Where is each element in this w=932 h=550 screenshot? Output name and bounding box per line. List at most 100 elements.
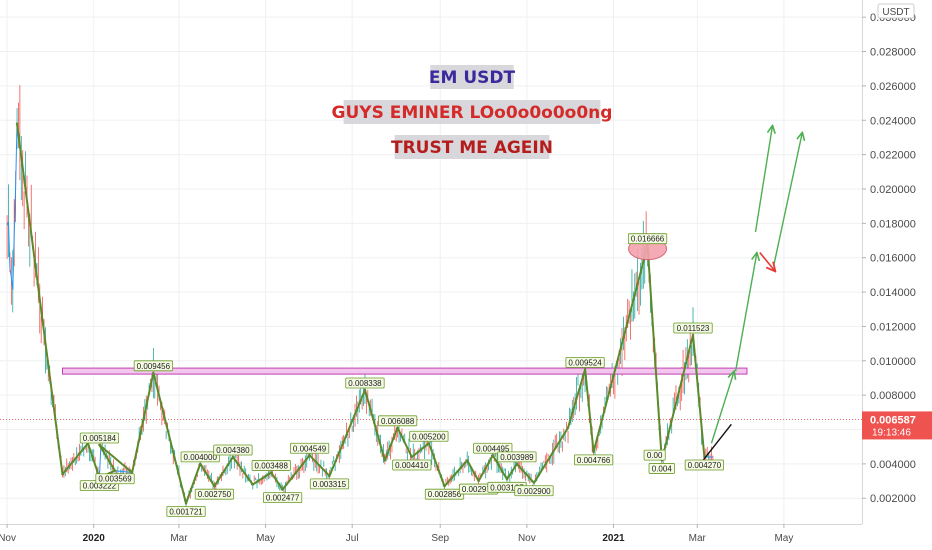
pivot-label-box (180, 451, 220, 463)
chart-annotations: EM USDT GUYS EMINER LOo0o0o0o0ng TRUST ME … (332, 65, 612, 159)
price-axis[interactable]: 0.0020000.0040000.0060000.0080000.010000… (862, 0, 932, 550)
zigzag-point (410, 455, 414, 459)
pivot-label-box (565, 356, 605, 368)
pivot-label-text: 0.003989 (500, 453, 534, 462)
pivot-label-box (289, 442, 330, 454)
currency-tag[interactable]: USDT (877, 3, 915, 19)
time-tick-label: May (774, 533, 793, 544)
pivot-label: 0.009456 (133, 360, 173, 372)
zigzag-point (466, 459, 469, 462)
pivot-label-box (684, 459, 724, 471)
pivot-label-text: 0.011523 (677, 324, 710, 333)
annotation-text: EM USDT (429, 68, 516, 88)
zigzag-point (427, 442, 431, 445)
pivot-label: 0.004380 (213, 444, 253, 456)
pivot-label: 0.004495 (473, 442, 513, 454)
pivot-label-box (497, 451, 537, 463)
forecast-arrows (702, 125, 802, 461)
pivot-label-text: 0.004000 (184, 453, 218, 462)
pivot-label-text: 0.002977 (462, 485, 496, 494)
pivot-label-box (309, 478, 350, 490)
zigzag-point (113, 469, 117, 472)
pivot-label: 0.002900 (514, 485, 554, 497)
price-tick-label: 0.004000 (870, 459, 916, 471)
price-tick-label: 0.012000 (870, 321, 916, 333)
pivot-label-box (166, 505, 206, 517)
pivot-label-box (95, 473, 135, 485)
pivot-label-text: 0.005200 (412, 432, 446, 441)
pivot-label-text: 0.004380 (216, 446, 250, 455)
forecast-arrow-up (734, 253, 757, 372)
resistance-box (61, 367, 748, 375)
pivot-label: 0.004766 (574, 454, 614, 466)
time-tick-label: Nov (0, 533, 16, 544)
pivot-label-box (409, 430, 449, 442)
forecast-arrow-up (773, 132, 802, 265)
zigzag-point (15, 122, 19, 125)
pivot-label-box (213, 444, 253, 456)
zigzag-point (328, 474, 331, 478)
zigzag-point (130, 471, 134, 474)
forecast-arrow-up (710, 371, 734, 444)
zigzag-point (505, 478, 509, 481)
annotation-1: EM USDT (429, 65, 516, 89)
price-tick-label: 0.022000 (870, 150, 916, 162)
pivot-label-text: 0.003315 (313, 480, 347, 489)
zigzag-point (363, 388, 367, 392)
time-axis[interactable]: Nov 2020 Mar May Jul Sep Nov 2021 Mar May (0, 524, 932, 550)
zigzag-point (199, 462, 202, 466)
pivot-label-text: 0.004 (652, 464, 673, 473)
pivot-label: 0.004000 (180, 451, 220, 463)
annotation-3: TRUST ME AGEIN (391, 135, 553, 159)
price-axis-background (862, 0, 932, 550)
annotation-background (394, 135, 550, 159)
pivot-label-text: 0.003222 (83, 482, 117, 491)
pivot-label: 0.004410 (392, 459, 432, 471)
time-axis-background (0, 524, 932, 550)
pivot-label: 0.004549 (289, 442, 330, 454)
pivot-label: 0.005184 (79, 432, 120, 444)
zigzag-point (583, 368, 587, 371)
pivot-label-box (673, 322, 713, 334)
price-tick-label: 0.016000 (870, 253, 916, 265)
pivot-label-text: 0.002900 (517, 487, 551, 496)
time-tick-label: May (256, 533, 275, 544)
currency-tag-box[interactable] (877, 3, 915, 19)
pivot-label-box (643, 449, 666, 461)
pivot-label-text: 0.004766 (577, 456, 611, 465)
annotation-background (343, 100, 601, 124)
annotation-background (430, 65, 514, 89)
pivot-label: 0.009524 (565, 356, 605, 368)
zigzag-path (16, 123, 706, 505)
support-trendline (702, 423, 732, 461)
price-tick-label: 0.010000 (870, 356, 916, 368)
forecast-arrow-up (754, 125, 772, 233)
pivot-label-box (514, 485, 554, 497)
zigzag-point (98, 443, 101, 447)
pivot-label-box (251, 460, 291, 471)
zigzag-point (515, 462, 519, 466)
pivot-label-box (79, 432, 120, 444)
zigzag-point (383, 459, 387, 462)
zigzag-point (61, 472, 64, 476)
time-tick-label: 2020 (83, 533, 106, 544)
time-tick-label: 2021 (602, 533, 625, 544)
pivot-label-box (627, 233, 668, 245)
pivot-label: 0.016666 (627, 233, 668, 245)
pivot-label-text: 0.002750 (198, 490, 232, 499)
pivot-label-text: 0.008338 (348, 379, 382, 388)
price-tick-label: 0.028000 (870, 47, 916, 59)
price-tick-label: 0.024000 (870, 115, 916, 127)
zigzag-point (491, 454, 494, 457)
price-tick-label: 0.026000 (870, 81, 916, 93)
pivot-label: 0.006088 (378, 415, 418, 427)
time-tick-label: Jul (346, 533, 359, 544)
pivot-label-text: 0.001721 (169, 507, 203, 516)
zigzag-point (152, 371, 155, 375)
zigzag-point (251, 483, 254, 486)
price-tick-label: 0.002000 (870, 493, 916, 505)
time-tick-label: Mar (689, 533, 707, 544)
zigzag-point (532, 481, 536, 484)
